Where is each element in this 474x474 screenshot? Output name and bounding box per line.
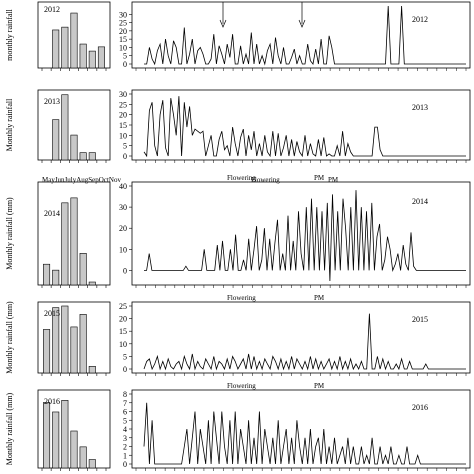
line-y-tick-label: 15 (119, 35, 127, 44)
rainfall-bar-oct (88, 50, 96, 69)
rainfall-bar-aug (70, 134, 78, 161)
line-y-tick-label: 0 (123, 460, 127, 469)
line-y-tick-label: 20 (119, 315, 127, 324)
line-year-label: 2013 (412, 103, 428, 112)
bar-year-label: 2013 (44, 97, 60, 106)
rainfall-bar-oct (88, 152, 96, 161)
pm-label: PM (314, 174, 325, 182)
bar-year-label: 2016 (44, 397, 60, 406)
bar-ylabel: Monthly rainfall (mm) (5, 301, 14, 374)
bar-ylabel: monthly rainfall (5, 8, 14, 61)
rainfall-bar-july (61, 26, 69, 69)
bar-year-label: 2012 (44, 5, 60, 14)
pm-label: PM (328, 176, 339, 184)
rainfall-bar-jun (52, 269, 60, 286)
line-year-label: 2014 (412, 197, 428, 206)
line-y-tick-label: 5 (123, 416, 127, 425)
month-axis-label: MayJunJulyAugSepOctNov (42, 176, 121, 184)
line-year-label: 2012 (412, 15, 428, 24)
rainfall-bar-sep (79, 152, 87, 161)
rainfall-bar-oct (88, 365, 96, 374)
rainfall-bar-jun (52, 411, 60, 469)
line-y-tick-label: 25 (119, 100, 127, 109)
rainfall-bar-sep (79, 43, 87, 69)
line-y-tick-label: 20 (119, 224, 127, 233)
line-year-label: 2015 (412, 315, 428, 324)
rainfall-bar-aug (70, 430, 78, 469)
line-y-tick-label: 0 (123, 60, 127, 69)
stage-arrow-head (298, 19, 306, 28)
line-y-tick-label: 30 (119, 203, 127, 212)
rainfall-bar-jun (52, 119, 60, 161)
line-y-tick-label: 25 (119, 19, 127, 28)
rainfall-bar-oct (88, 459, 96, 469)
line-y-tick-label: 10 (119, 245, 127, 254)
line-y-tick-label: 20 (119, 111, 127, 120)
rainfall-bar-july (61, 94, 69, 161)
daily-rainfall-line-2015 (143, 313, 466, 371)
flowering-label: Flowering (227, 174, 256, 182)
rainfall-bar-oct (88, 281, 96, 286)
line-y-tick-label: 20 (119, 27, 127, 36)
rainfall-bar-july (61, 202, 69, 286)
rainfall-bar-aug (70, 326, 78, 374)
bar-ylabel: Monthly rainfall (mm) (5, 392, 14, 465)
line-y-tick-label: 5 (123, 52, 127, 61)
line-y-tick-label: 0 (123, 152, 127, 161)
daily-rainfall-line-2012 (144, 5, 466, 66)
bar-ylabel: Monthly rainfall (5, 98, 14, 151)
bar-ylabel: Monthly rainfall (mm) (5, 197, 14, 270)
flowering-label: Flowering (251, 176, 280, 184)
line-y-tick-label: 10 (119, 131, 127, 140)
line-year-label: 2016 (412, 403, 428, 412)
daily-rainfall-line-2013 (143, 96, 466, 158)
rainfall-bar-july (61, 305, 69, 374)
line-y-tick-label: 15 (119, 327, 127, 336)
rainfall-bar-may (43, 329, 51, 374)
line-y-tick-label: 15 (119, 121, 127, 130)
line-y-tick-label: 40 (119, 182, 127, 191)
line-y-tick-label: 10 (119, 43, 127, 52)
line-y-tick-label: 6 (123, 408, 127, 417)
rainfall-bar-july (61, 400, 69, 469)
line-y-tick-label: 3 (123, 434, 127, 443)
line-y-tick-label: 10 (119, 340, 127, 349)
rainfall-bar-nov (97, 46, 105, 69)
stage-arrow-head (219, 19, 227, 28)
line-y-tick-label: 30 (119, 90, 127, 99)
rainfall-bar-sep (79, 314, 87, 374)
rainfall-bar-aug (70, 197, 78, 286)
pm-label: PM (314, 294, 325, 302)
rainfall-bar-aug (70, 12, 78, 69)
rainfall-bar-jun (52, 29, 60, 69)
rainfall-bar-jun (52, 307, 60, 374)
line-y-tick-label: 5 (123, 142, 127, 151)
bar-year-label: 2014 (44, 209, 60, 218)
line-y-tick-label: 0 (123, 365, 127, 374)
line-panel-frame (131, 89, 471, 161)
bar-year-label: 2015 (44, 309, 60, 318)
line-panel-frame (131, 1, 471, 69)
rainfall-bar-may (43, 402, 51, 469)
daily-rainfall-line-2014 (144, 190, 466, 282)
line-y-tick-label: 8 (123, 390, 127, 399)
line-y-tick-label: 25 (119, 302, 127, 311)
rainfall-bar-sep (79, 253, 87, 286)
rainfall-bar-may (43, 263, 51, 286)
daily-rainfall-line-2016 (143, 402, 466, 465)
flowering-label: Flowering (227, 294, 256, 302)
line-y-tick-label: 5 (123, 352, 127, 361)
line-y-tick-label: 4 (123, 425, 127, 434)
line-y-tick-label: 30 (119, 10, 127, 19)
line-y-tick-label: 1 (123, 451, 127, 460)
pm-label: PM (314, 382, 325, 390)
rainfall-bar-sep (79, 446, 87, 469)
line-y-tick-label: 2 (123, 443, 127, 452)
flowering-label: Flowering (227, 382, 256, 390)
line-y-tick-label: 7 (123, 399, 127, 408)
line-y-tick-label: 0 (123, 266, 127, 275)
